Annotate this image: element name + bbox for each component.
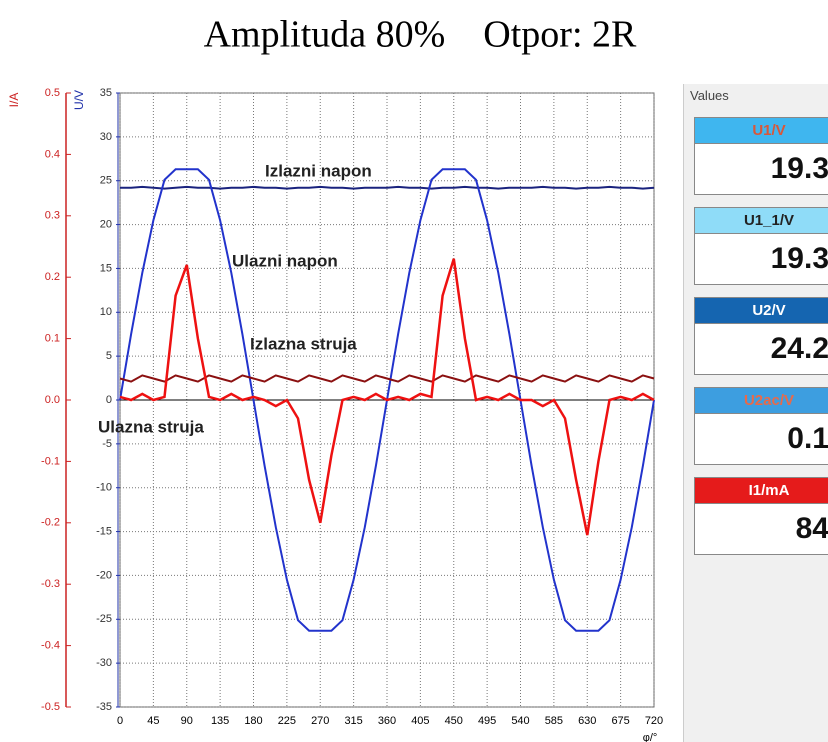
value-label: U1_1/V (694, 207, 828, 234)
y2-tick-label: -0.3 (41, 578, 60, 590)
value-readout: 19.3 (694, 144, 828, 195)
series-annotation: Izlazni napon (265, 161, 372, 180)
y2-tick-label: 0.5 (45, 87, 60, 99)
series-annotation: Ulazna struja (98, 417, 204, 436)
x-tick-label: 675 (611, 715, 629, 727)
y-tick-label: 10 (100, 306, 112, 318)
x-tick-label: 45 (147, 715, 159, 727)
x-tick-label: 315 (344, 715, 362, 727)
y2-axis-label: I/A (7, 93, 21, 108)
value-readout: 0.1 (694, 414, 828, 465)
value-readout: 84 (694, 504, 828, 555)
value-label: I1/mA (694, 477, 828, 504)
series-line (120, 185, 655, 190)
x-tick-label: 270 (311, 715, 329, 727)
x-tick-label: 225 (278, 715, 296, 727)
x-tick-label: 135 (211, 715, 229, 727)
y2-tick-label: 0.1 (45, 333, 60, 345)
y-tick-label: 0 (106, 394, 112, 406)
x-tick-label: 495 (478, 715, 496, 727)
x-tick-label: 0 (117, 715, 123, 727)
value-item: U1/V 19.3 (694, 117, 828, 195)
value-item: U2ac/V 0.1 (694, 387, 828, 465)
x-tick-label: 405 (411, 715, 429, 727)
y2-tick-label: -0.4 (41, 640, 60, 652)
series-line (119, 258, 655, 536)
x-tick-label: 90 (181, 715, 193, 727)
y-tick-label: -5 (102, 438, 112, 450)
value-readout: 19.3 (694, 234, 828, 285)
x-tick-label: 630 (578, 715, 596, 727)
chart: Amplituda 80% Otpor: 2R I/A U/V φ/° 0 45 9… (7, 14, 663, 742)
value-label: U2ac/V (694, 387, 828, 414)
y-tick-label: -15 (96, 525, 112, 537)
chart-title: Amplituda 80% Otpor: 2R (204, 14, 637, 56)
y-tick-label: 5 (106, 350, 112, 362)
series-annotation: Izlazna struja (250, 334, 357, 353)
x-tick-label: 360 (378, 715, 396, 727)
values-panel: Values U1/V 19.3 U1_1/V 19.3 U2/V 24.2 U2ac/V 0… (683, 84, 828, 742)
y-axis-label: U/V (72, 90, 86, 110)
y-tick-label: -30 (96, 657, 112, 669)
y-tick-label: -35 (96, 701, 112, 713)
y2-tick-label: -0.2 (41, 517, 60, 529)
x-tick-label: 720 (645, 715, 663, 727)
y2-tick-label: 0.4 (45, 148, 60, 160)
y-tick-label: 25 (100, 175, 112, 187)
y-tick-label: -20 (96, 569, 112, 581)
value-label: U1/V (694, 117, 828, 144)
x-tick-label: 450 (445, 715, 463, 727)
y-tick-label: 35 (100, 87, 112, 99)
y-tick-label: 30 (100, 131, 112, 143)
value-item: U2/V 24.2 (694, 297, 828, 375)
value-item: I1/mA 84 (694, 477, 828, 555)
value-label: U2/V (694, 297, 828, 324)
y2-tick-label: 0.0 (45, 394, 60, 406)
y-tick-label: -10 (96, 482, 112, 494)
y-tick-label: -25 (96, 613, 112, 625)
panel-title: Values (690, 88, 729, 103)
series-annotation: Ulazni napon (232, 251, 338, 270)
y-tick-label: 20 (100, 218, 112, 230)
y-tick-label: 15 (100, 262, 112, 274)
y2-tick-label: -0.1 (41, 455, 60, 467)
x-tick-label: 585 (545, 715, 563, 727)
y2-tick-label: 0.3 (45, 210, 60, 222)
y2-tick-label: -0.5 (41, 701, 60, 713)
series-line (119, 374, 655, 383)
x-axis-label: φ/° (643, 732, 658, 742)
value-item: U1_1/V 19.3 (694, 207, 828, 285)
value-readout: 24.2 (694, 324, 828, 375)
x-tick-label: 540 (511, 715, 529, 727)
y2-tick-label: 0.2 (45, 271, 60, 283)
x-tick-label: 180 (244, 715, 262, 727)
